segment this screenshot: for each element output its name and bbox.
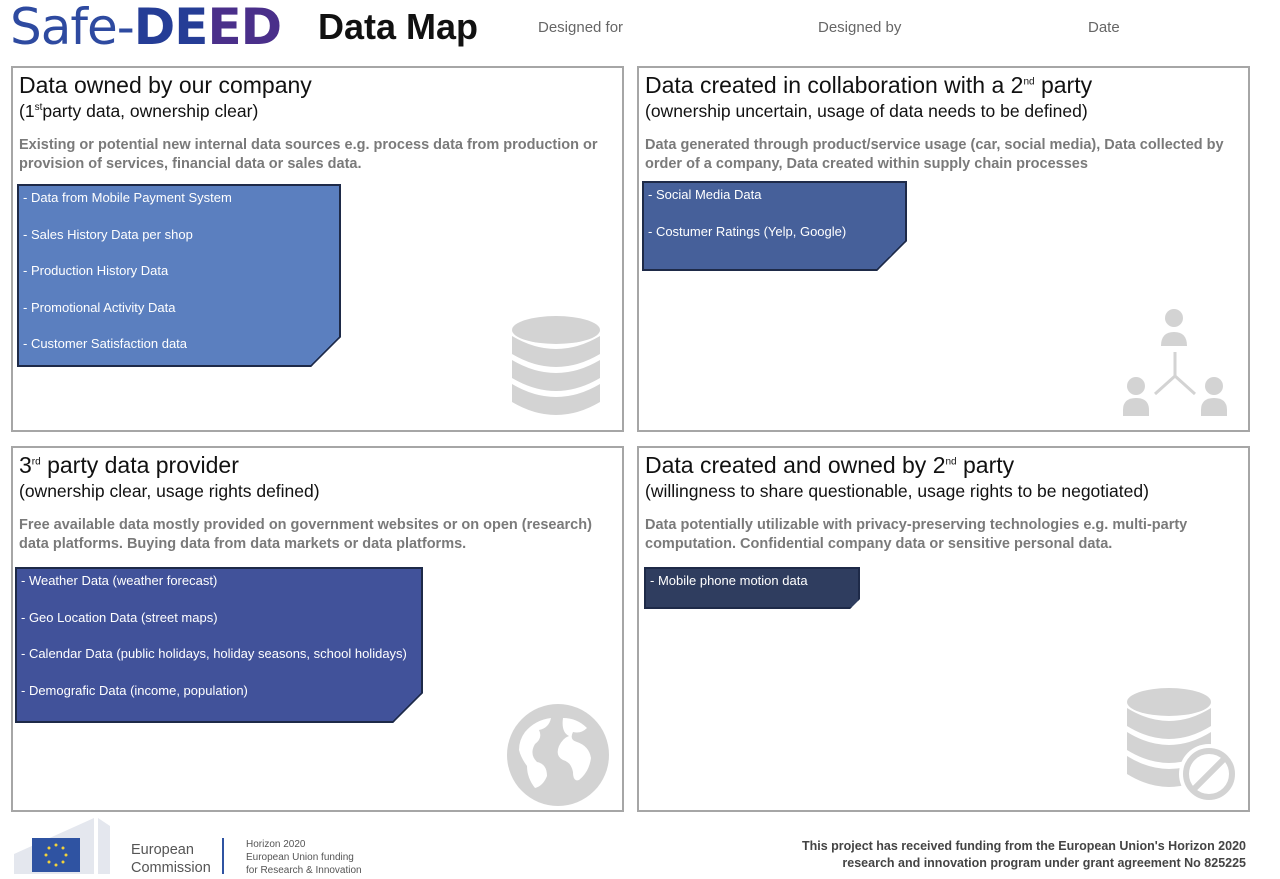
note-item: - Production History Data <box>23 263 169 278</box>
quadrant-title: Data created in collaboration with a 2nd… <box>645 72 1093 98</box>
safe-deed-logo: Safe-DEED <box>10 0 282 56</box>
note-item: - Sales History Data per shop <box>23 226 193 242</box>
sticky-note[interactable]: - Data from Mobile Payment System - Sale… <box>17 184 341 367</box>
designed-for-label: Designed for <box>538 19 624 36</box>
quadrant-description: Free available data mostly provided on g… <box>19 517 592 552</box>
note-item: - Weather Data (weather forecast) <box>21 573 218 588</box>
database-icon <box>512 316 600 415</box>
note-item: - Calendar Data (public holidays, holida… <box>21 646 407 661</box>
quadrant-subtitle: (willingness to share questionable, usag… <box>645 481 1149 501</box>
note-item: - Customer Satisfaction data <box>23 336 188 351</box>
ec-text: European Commission <box>131 842 211 876</box>
quadrant-third-party: 3rd party data provider (ownership clear… <box>11 446 624 812</box>
quadrant-subtitle: (ownership uncertain, usage of data need… <box>645 101 1088 121</box>
quadrant-second-party-owned: Data created and owned by 2nd party (wil… <box>637 446 1250 812</box>
ec-building-flag-icon <box>14 818 110 874</box>
quadrant-collaboration: Data created in collaboration with a 2nd… <box>637 66 1250 432</box>
divider <box>222 838 224 874</box>
note-fold <box>391 691 423 723</box>
note-fold <box>875 239 907 271</box>
note-item: - Geo Location Data (street maps) <box>21 609 218 625</box>
quadrant-subtitle: (1stparty data, ownership clear) <box>19 101 259 121</box>
note-item: - Mobile phone motion data <box>650 573 808 588</box>
quadrant-title: Data owned by our company <box>19 72 312 98</box>
logo-text: Safe- <box>10 0 135 56</box>
page-title: Data Map <box>318 6 479 47</box>
logo-text: DE <box>133 0 209 56</box>
note-item: - Demografic Data (income, population) <box>21 682 248 698</box>
sticky-note[interactable]: - Mobile phone motion data <box>644 567 860 609</box>
quadrant-description: Data potentially utilizable with privacy… <box>645 517 1188 552</box>
note-item: - Data from Mobile Payment System <box>23 190 232 205</box>
quadrant-subtitle: (ownership clear, usage rights defined) <box>19 481 320 501</box>
horizon-text: Horizon 2020 European Union funding for Re… <box>246 839 362 876</box>
sticky-note[interactable]: - Social Media Data - Costumer Ratings (… <box>642 181 907 271</box>
sticky-note[interactable]: - Weather Data (weather forecast) - Geo … <box>15 567 423 723</box>
quadrant-first-party: Data owned by our company (1stparty data… <box>11 66 624 432</box>
date-label: Date <box>1088 19 1120 36</box>
quadrant-title: Data created and owned by 2nd party <box>645 452 1015 478</box>
network-people-icon <box>1123 309 1227 416</box>
database-blocked-icon <box>1127 688 1239 804</box>
globe-icon <box>507 704 609 806</box>
note-fold <box>309 335 341 367</box>
designed-by-label: Designed by <box>818 19 902 36</box>
quadrant-description: Existing or potential new internal data … <box>19 137 598 172</box>
funding-statement: This project has received funding from t… <box>801 839 1246 870</box>
note-item: - Costumer Ratings (Yelp, Google) <box>648 223 847 239</box>
logo-text: ED <box>207 0 282 56</box>
note-item: - Social Media Data <box>648 187 762 202</box>
quadrant-description: Data generated through product/service u… <box>645 137 1224 172</box>
note-item: - Promotional Activity Data <box>23 299 176 315</box>
european-commission-logo <box>14 818 126 879</box>
quadrant-title: 3rd party data provider <box>19 452 239 478</box>
